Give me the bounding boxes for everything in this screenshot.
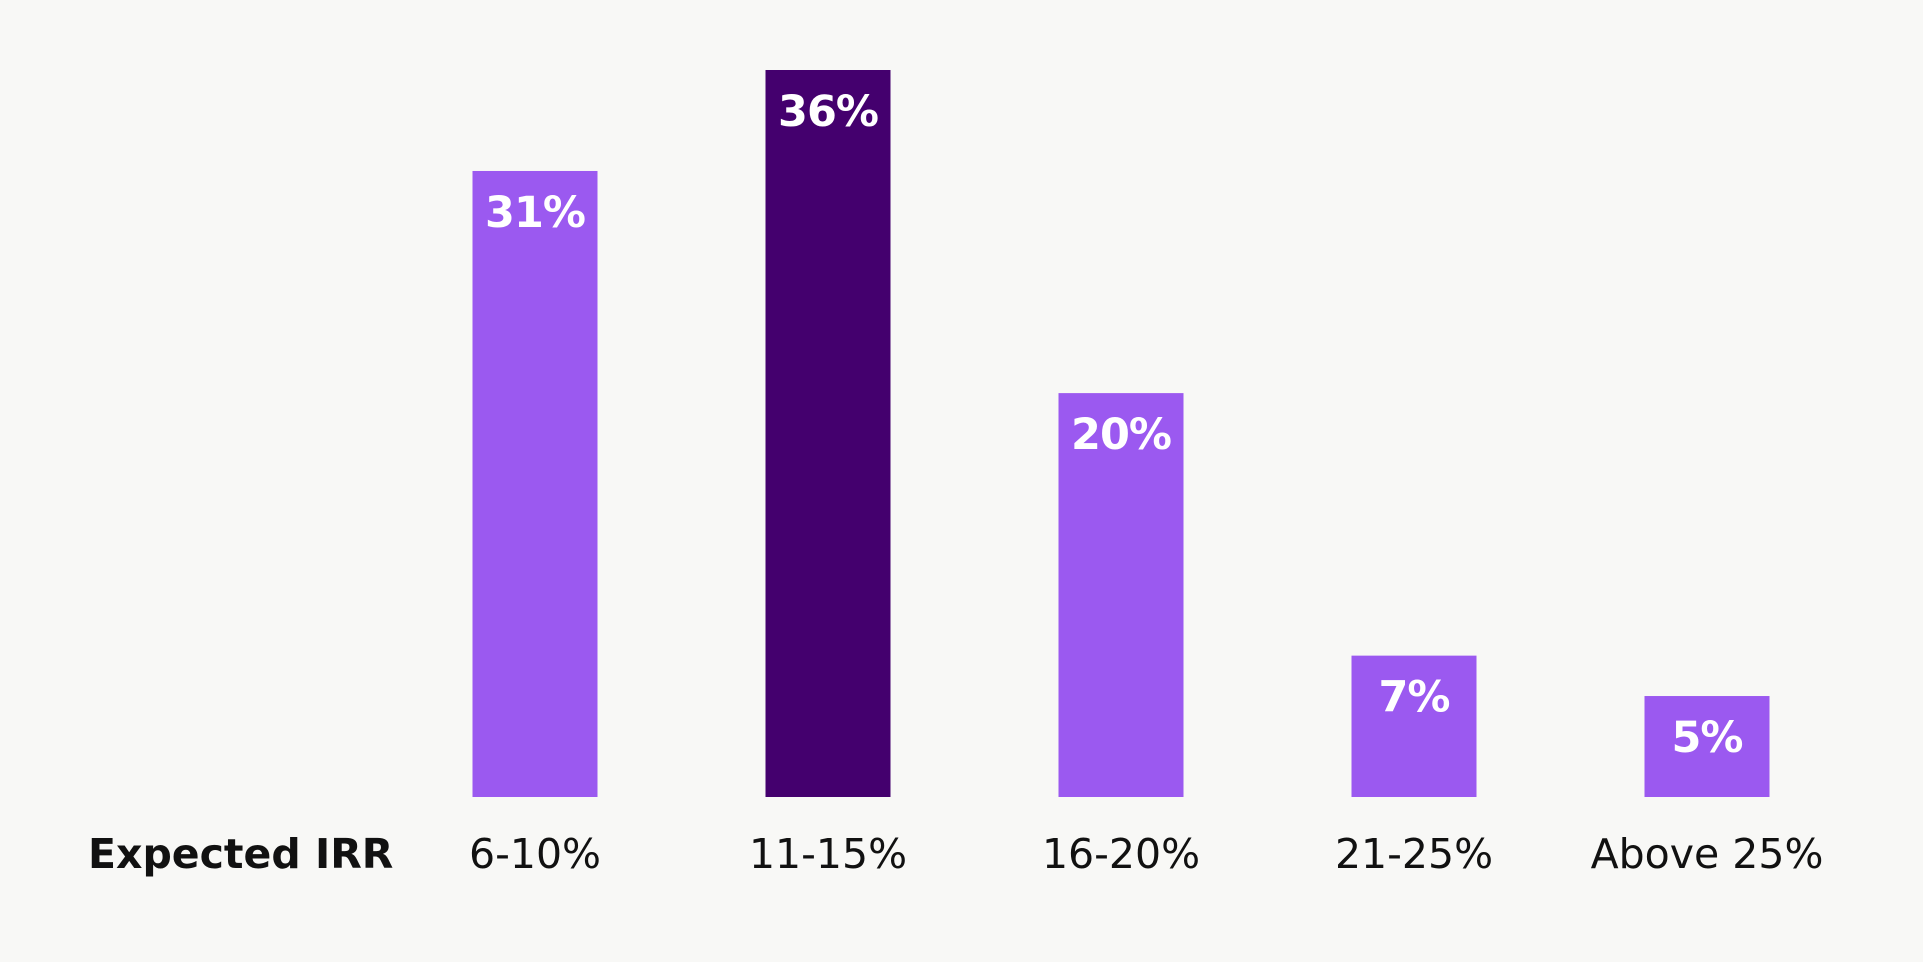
x-tick-label-0: 6-10% bbox=[469, 830, 601, 878]
bar-value-label-1: 36% bbox=[778, 87, 878, 137]
bar-value-label-3: 7% bbox=[1378, 673, 1449, 723]
bar-4 bbox=[1644, 696, 1770, 797]
bars-group bbox=[472, 70, 1770, 797]
x-tick-label-4: Above 25% bbox=[1591, 830, 1824, 878]
x-tick-labels-group: 6-10% 11-15% 16-20% 21-25% Above 25% bbox=[469, 830, 1823, 878]
bar-value-label-2: 20% bbox=[1071, 410, 1171, 460]
bar-value-label-0: 31% bbox=[485, 188, 585, 238]
x-tick-label-2: 16-20% bbox=[1042, 830, 1200, 878]
x-tick-label-3: 21-25% bbox=[1335, 830, 1493, 878]
bar-value-label-4: 5% bbox=[1671, 713, 1742, 763]
value-labels-group: 31% 36% 20% 7% 5% bbox=[485, 87, 1743, 763]
x-tick-label-1: 11-15% bbox=[749, 830, 907, 878]
bar-2 bbox=[1058, 393, 1184, 797]
bar-3 bbox=[1351, 655, 1477, 797]
bar-1 bbox=[765, 70, 891, 797]
x-axis-title: Expected IRR bbox=[88, 830, 393, 878]
bar-0 bbox=[472, 170, 598, 797]
